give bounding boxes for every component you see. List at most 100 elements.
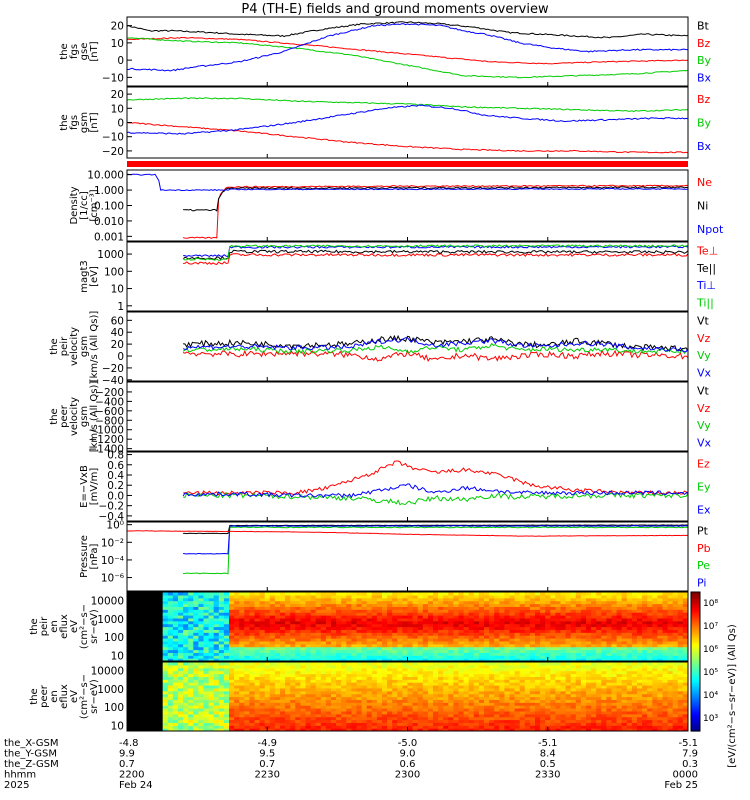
ylabel-peir_spec-5: (cm²−s− <box>79 604 90 649</box>
legend-peir_velocity-1: Vz <box>697 332 711 345</box>
colorbar-tick-0: 10⁸ <box>703 599 718 609</box>
ytick-label-peer_velocity-3: −800 <box>95 415 124 427</box>
ylabel-peir_spec-3: eflux <box>59 614 70 639</box>
colorbar-cell-18 <box>691 633 700 637</box>
colorbar-cell-28 <box>691 656 700 660</box>
series-group-fgs_gsm <box>127 97 688 154</box>
legend-fgs_gse-3: Bx <box>697 71 712 84</box>
ytick-label-peir_spec-2: 100 <box>104 632 124 644</box>
colorbar-cell-49 <box>691 705 700 709</box>
ytick-label-pressure-0: 10⁰ <box>106 520 124 532</box>
colorbar-cell-58 <box>691 726 700 730</box>
ytick-label-fgs_gsm-3: −10 <box>102 132 124 144</box>
legend-peir_velocity-2: Vy <box>697 349 711 362</box>
ytick-label-density-1: 1.000 <box>94 185 124 197</box>
ylabel-efield-0: E=−VxB <box>79 465 90 508</box>
xaxis-value-2-0: 0.7 <box>119 759 135 770</box>
colorbar-cell-51 <box>691 710 700 714</box>
xaxis-value-3-3: 2330 <box>535 770 560 781</box>
ytick-label-fgs_gse-2: 0 <box>117 55 124 67</box>
colorbar-cell-44 <box>691 693 700 697</box>
ylabel-peir_spec-4: eV <box>69 620 80 633</box>
ylabel-pressure-0: Pressure <box>79 535 90 578</box>
series-line-fgs_gsm-1 <box>127 97 688 113</box>
x-axis-block: the_X-GSM -4.8 -4.9 -5.0 -5.1 -5.1 the_Y-GSM 9.… <box>4 82 698 791</box>
colorbar-tick-2: 10⁶ <box>703 645 718 655</box>
colorbar-label: [eV/(cm²−s−sr−eV)] (All Qs) <box>727 624 738 768</box>
xaxis-value-1-4: 7.9 <box>682 749 698 760</box>
series-line-fgs_gse-1 <box>127 36 688 65</box>
series-group-density <box>127 173 688 239</box>
colorbar-cell-31 <box>691 663 700 667</box>
ylabel-efield-1: [mV/m] <box>89 468 100 506</box>
colorbar-cell-29 <box>691 659 700 663</box>
colorbar-cell-54 <box>691 717 700 721</box>
ylabel-fgs_gsm-3: [nT] <box>89 112 100 132</box>
legend-efield-2: Ex <box>697 504 711 517</box>
spectrogram-peir_spec <box>127 592 688 661</box>
panel-frame-temperature <box>126 241 689 312</box>
colorbar-cell-30 <box>691 661 700 665</box>
colorbar-cell-59 <box>691 728 700 732</box>
colorbar-cell-23 <box>691 645 700 649</box>
series-line-peir_velocity-3 <box>182 337 688 353</box>
ylabel-fgs_gse-1: fgs <box>69 44 80 59</box>
legend-pressure-0: Pt <box>697 525 709 538</box>
ytick-label-efield-5: −0.2 <box>99 501 125 513</box>
series-line-peir_velocity-1 <box>182 349 688 363</box>
colorbar-cell-22 <box>691 642 700 646</box>
series-line-efield-0 <box>183 460 688 496</box>
panel-frame-efield <box>126 451 689 522</box>
ytick-label-pressure-3: 10⁻⁶ <box>101 573 124 585</box>
xaxis-value-2-4: 0.3 <box>682 759 698 770</box>
ylabel-peir_spec-0: the <box>29 618 40 634</box>
ytick-label-fgs_gse-0: 20 <box>111 21 124 33</box>
legend-pressure-3: Pi <box>697 576 706 589</box>
ylabel-peir_spec-6: sr−eV) <box>89 609 100 644</box>
ytick-label-fgs_gsm-0: 20 <box>111 89 124 101</box>
legend-peer_velocity-3: Vx <box>697 436 712 449</box>
colorbar-cell-25 <box>691 649 700 653</box>
panel-temperature: 1000 100 10 1 magt3 [eV] Te⊥ Te|| Ti⊥ Ti|| <box>79 241 718 313</box>
series-group-temperature <box>182 244 688 265</box>
xaxis-value-3-1: 2230 <box>255 770 280 781</box>
colorbar-cell-32 <box>691 666 700 670</box>
colorbar-cell-6 <box>691 605 700 609</box>
series-line-fgs_gse-0 <box>127 21 688 39</box>
ytick-label-peir_velocity-3: 0 <box>117 351 124 363</box>
legend-pressure-2: Pe <box>697 559 710 572</box>
colorbar-cell-37 <box>691 677 700 681</box>
ytick-label-fgs_gsm-2: 0 <box>117 118 124 130</box>
colorbar-cell-16 <box>691 629 700 632</box>
ytick-label-peer_velocity-4: −1000 <box>88 425 124 437</box>
colorbar-cell-57 <box>691 724 700 727</box>
xaxis-value-0-3: -5.1 <box>538 738 558 749</box>
ytick-label-efield-1: 0.6 <box>107 460 124 472</box>
colorbar-cell-12 <box>691 619 700 623</box>
ylabel-peir_velocity-0: the <box>49 338 60 354</box>
colorbar-cell-11 <box>691 617 700 621</box>
panel-pressure: 10⁰ 10⁻² 10⁻⁴ 10⁻⁶ Pressure [nPa] Pt Pb Pe Pi <box>79 520 711 592</box>
ytick-label-fgs_gse-1: 10 <box>111 38 124 50</box>
ytick-label-peer_spec-1: 1000 <box>97 684 124 696</box>
ylabel-peir_velocity-4: [km/s (All Qs)] <box>89 311 100 383</box>
legend-temperature-3: Ti|| <box>696 296 714 309</box>
ytick-label-efield-6: −0.4 <box>99 511 125 523</box>
series-line-density-0 <box>182 184 688 239</box>
panel-peer_velocity: −200−400−600−800−1000−1200−1400 the peer ve… <box>49 381 712 456</box>
legend-temperature-0: Te⊥ <box>696 245 718 258</box>
panel-peir_spec: 10000 1000 100 10 the peir en eflux eV (cm²−s− sr−… <box>29 591 689 663</box>
xaxis-value-1-1: 9.5 <box>259 749 275 760</box>
colorbar-cell-56 <box>691 721 700 725</box>
colorbar-cell-0 <box>691 592 700 595</box>
colorbar-cell-21 <box>691 640 700 644</box>
ylabel-fgs_gsm-2: gsm <box>79 112 90 133</box>
legend-fgs_gse-0: Bt <box>697 20 710 33</box>
ylabel-fgs_gsm-0: the <box>59 114 70 130</box>
ytick-label-temperature-0: 1000 <box>97 249 124 261</box>
ytick-label-peir_velocity-4: −20 <box>102 363 124 375</box>
xaxis-row-label-3: hhmm <box>4 770 36 781</box>
series-line-pressure-2 <box>183 526 688 575</box>
